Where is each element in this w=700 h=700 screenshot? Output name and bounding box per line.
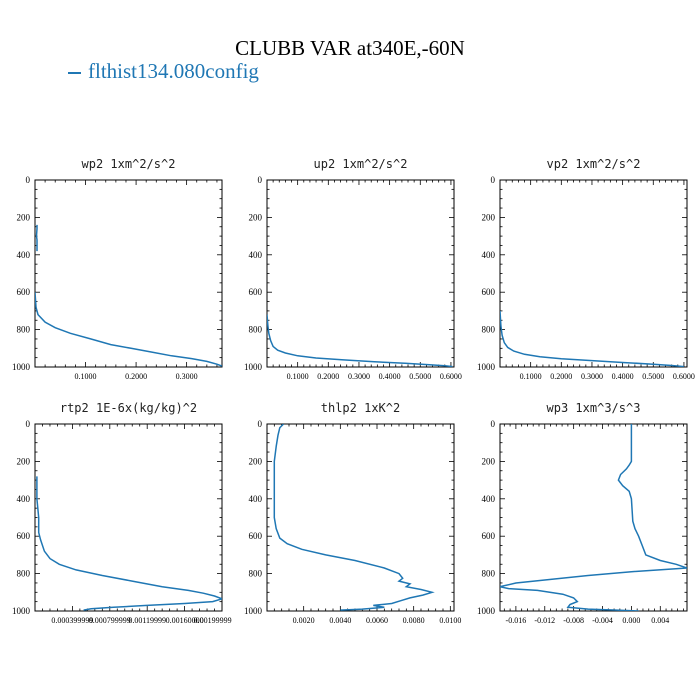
panel-frame: [34, 179, 223, 368]
y-tick-label: 1000: [244, 362, 263, 372]
y-tick-label: 800: [482, 569, 496, 579]
series-line: [35, 224, 38, 252]
panel-2: up2 1xm^2/s^2 0 200 400 600 800 1000 0.1000 0.20…: [244, 157, 462, 381]
x-tick-label: 0.3000: [581, 372, 603, 381]
x-tick-label: -0.004: [592, 616, 613, 625]
x-tick-label: 0.6000: [440, 372, 462, 381]
y-tick-label: 0: [26, 419, 31, 429]
series-line: [273, 424, 435, 611]
y-tick-label: 0: [491, 419, 496, 429]
y-tick-label: 400: [249, 494, 263, 504]
y-tick-label: 800: [482, 325, 496, 335]
y-tick-label: 1000: [244, 606, 263, 616]
y-tick-label: 1000: [477, 362, 496, 372]
x-tick-label: 0.00199999: [194, 616, 232, 625]
y-tick-label: 200: [482, 456, 496, 466]
series-line: [500, 310, 684, 367]
series-line: [36, 476, 222, 611]
panel-frame: [34, 423, 223, 612]
x-tick-label: 0.1000: [520, 372, 542, 381]
y-tick-label: 800: [249, 325, 263, 335]
x-tick-label: 0.0020: [293, 616, 315, 625]
y-tick-label: 200: [17, 212, 31, 222]
legend-line-swatch: [68, 72, 81, 75]
panel-title: thlp2 1xK^2: [321, 401, 400, 415]
figure-title: CLUBB VAR at340E,-60N: [235, 36, 465, 60]
y-tick-label: 800: [249, 569, 263, 579]
x-tick-label: 0.5000: [409, 372, 431, 381]
panel-1: wp2 1xm^2/s^2 0 200 400 600 800 1000 0.1000 0.20…: [12, 157, 223, 381]
legend: flthist134.080config: [68, 59, 259, 84]
x-tick-label: 0.0100: [439, 616, 461, 625]
y-tick-label: 1000: [12, 606, 31, 616]
x-tick-label: 0.00160000: [166, 616, 204, 625]
x-tick-label: 0.2000: [550, 372, 572, 381]
y-tick-label: 400: [482, 250, 496, 260]
y-tick-label: 400: [17, 250, 31, 260]
panel-title: wp2 1xm^2/s^2: [82, 157, 176, 171]
x-tick-label: 0.0080: [403, 616, 425, 625]
x-tick-label: 0.004: [651, 616, 669, 625]
x-tick-label: 0.6000: [673, 372, 695, 381]
panel-frame: [266, 179, 455, 368]
x-tick-label: 0.3000: [176, 372, 198, 381]
y-tick-label: 600: [249, 287, 263, 297]
x-tick-label: 0.4000: [612, 372, 634, 381]
x-tick-label: 0.5000: [642, 372, 664, 381]
y-tick-label: 200: [482, 212, 496, 222]
y-tick-label: 400: [249, 250, 263, 260]
y-tick-label: 200: [249, 212, 263, 222]
series-line: [35, 292, 222, 367]
x-tick-label: -0.016: [506, 616, 527, 625]
x-tick-label: 0.1000: [287, 372, 309, 381]
x-tick-label: -0.008: [563, 616, 584, 625]
x-tick-label: 0.000399999: [51, 616, 93, 625]
legend-label: flthist134.080config: [88, 59, 259, 83]
y-tick-label: 0: [258, 175, 263, 185]
panel-frame: [499, 423, 688, 612]
x-tick-label: 0.3000: [348, 372, 370, 381]
y-tick-label: 600: [17, 287, 31, 297]
panel-frame: [499, 179, 688, 368]
x-tick-label: 0.000: [622, 616, 640, 625]
y-tick-label: 200: [17, 456, 31, 466]
series-line: [267, 314, 453, 367]
panel-frame: [266, 423, 455, 612]
y-tick-label: 1000: [477, 606, 496, 616]
y-tick-label: 800: [17, 325, 31, 335]
y-tick-label: 0: [26, 175, 31, 185]
x-tick-label: 0.1000: [75, 372, 97, 381]
y-tick-label: 600: [482, 287, 496, 297]
y-tick-label: 800: [17, 569, 31, 579]
panel-6: wp3 1xm^3/s^3 0 200 400 600 800 1000 -0.016 -0.0…: [477, 401, 688, 625]
x-tick-label: 0.2000: [317, 372, 339, 381]
y-tick-label: 200: [249, 456, 263, 466]
panel-title: wp3 1xm^3/s^3: [547, 401, 641, 415]
x-tick-label: 0.0060: [366, 616, 388, 625]
y-tick-label: 0: [491, 175, 496, 185]
panel-5: thlp2 1xK^2 0 200 400 600 800 1000 0.0020 0.0040…: [244, 401, 461, 625]
y-tick-label: 600: [17, 531, 31, 541]
panel-title: vp2 1xm^2/s^2: [547, 157, 641, 171]
y-tick-label: 400: [482, 494, 496, 504]
y-tick-label: 600: [249, 531, 263, 541]
x-tick-label: 0.2000: [125, 372, 147, 381]
x-tick-label: 0.00119999: [128, 616, 166, 625]
y-tick-label: 600: [482, 531, 496, 541]
y-tick-label: 400: [17, 494, 31, 504]
panel-title: rtp2 1E-6x(kg/kg)^2: [60, 401, 197, 415]
panel-title: up2 1xm^2/s^2: [314, 157, 408, 171]
panel-4: rtp2 1E-6x(kg/kg)^2 0 200 400 600 800 1000 0.00…: [12, 401, 232, 625]
x-tick-label: 0.000799999: [89, 616, 131, 625]
panel-3: vp2 1xm^2/s^2 0 200 400 600 800 1000 0.1000 0.20…: [477, 157, 695, 381]
series-line: [500, 424, 687, 611]
x-tick-label: -0.012: [534, 616, 555, 625]
x-tick-label: 0.0040: [329, 616, 351, 625]
y-tick-label: 0: [258, 419, 263, 429]
x-tick-label: 0.4000: [379, 372, 401, 381]
y-tick-label: 1000: [12, 362, 31, 372]
